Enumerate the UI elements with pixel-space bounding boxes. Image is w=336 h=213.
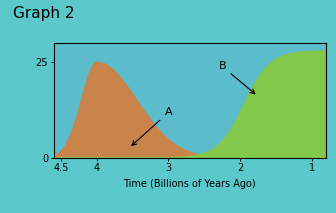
- Text: A: A: [132, 107, 172, 145]
- X-axis label: Time (Billions of Years Ago): Time (Billions of Years Ago): [124, 179, 256, 189]
- Text: Graph 2: Graph 2: [13, 6, 75, 21]
- Text: B: B: [218, 61, 255, 94]
